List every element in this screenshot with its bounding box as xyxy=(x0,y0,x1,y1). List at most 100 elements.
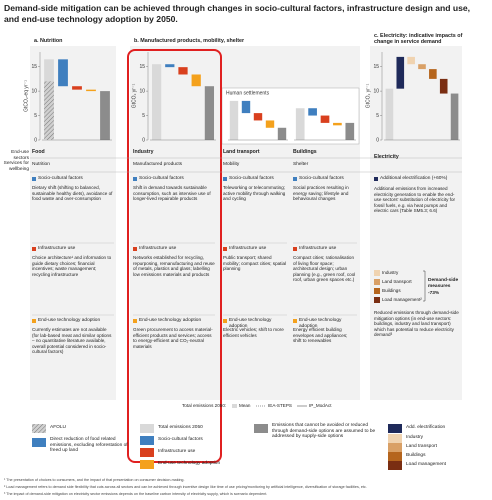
y-tick-label: 10 xyxy=(373,88,379,94)
swatch xyxy=(374,177,378,181)
footnote: ³ The impact of demand-side mitigation o… xyxy=(4,492,268,496)
measure-swatch xyxy=(223,319,227,323)
measure-text: Teleworking or telecommuting; active mob… xyxy=(223,185,286,202)
legend-label: Direct reduction of food related emissio… xyxy=(50,437,128,454)
service-label: Mobility xyxy=(223,162,240,167)
measure-swatch xyxy=(293,177,297,181)
legend-label: Industry xyxy=(406,435,424,440)
measure-text: Energy efficient building envelopes and … xyxy=(293,327,348,344)
measure-swatch xyxy=(133,247,137,251)
swatch xyxy=(374,270,380,276)
measure-text: Currently estimates are not available (f… xyxy=(32,327,112,355)
bar xyxy=(345,122,355,140)
totals-label: IEA-STEPS xyxy=(268,403,292,408)
y-tick-label: 5 xyxy=(34,113,37,119)
bar xyxy=(253,113,263,121)
sector-label: Food xyxy=(32,149,45,155)
legend-label: Add. electrification xyxy=(406,425,446,430)
y-tick-label: 5 xyxy=(142,113,145,119)
bar xyxy=(265,120,275,128)
legend-swatch xyxy=(388,443,402,452)
demand-value: -73% xyxy=(428,291,440,296)
bar xyxy=(178,67,188,75)
legend-swatch xyxy=(32,424,46,433)
add-label: Additional electrification (+60%) xyxy=(380,176,448,181)
bar xyxy=(450,93,459,140)
measure-label: Infrastructure use xyxy=(299,246,337,251)
legend-label: Load management xyxy=(406,462,447,467)
legend-label: Land transport xyxy=(406,444,437,449)
legend-label: End-use technology adoption xyxy=(158,461,221,466)
footnote: ¹ The presentation of choices to consume… xyxy=(4,478,185,482)
measure-text: Choice architecture¹ and information to … xyxy=(32,255,112,277)
legend-label: AFOLU xyxy=(50,425,66,430)
y-axis-label: GtCO₂ yr⁻¹ xyxy=(131,83,137,108)
legend-label: Industry xyxy=(382,270,399,275)
bar xyxy=(191,74,201,87)
bar xyxy=(396,56,405,89)
y-tick-label: 0 xyxy=(376,137,379,143)
sector-label: Land transport xyxy=(223,149,260,155)
measure-label: Socio-cultural factors xyxy=(299,176,344,181)
legend-swatch xyxy=(388,452,402,461)
measure-label: Socio-cultural factors xyxy=(38,176,83,181)
measure-swatch xyxy=(293,319,297,323)
figure-title: Demand-side mitigation can be achieved t… xyxy=(4,3,471,24)
y-tick-label: 15 xyxy=(31,64,37,70)
row-header: Services for wellbeing xyxy=(3,161,29,172)
measure-swatch xyxy=(32,177,36,181)
bar xyxy=(72,86,82,90)
y-axis-label: GtCO₂ yr⁻¹ xyxy=(365,83,371,108)
legend-swatch xyxy=(388,461,402,470)
measure-label: Socio-cultural factors xyxy=(229,176,274,181)
panel-title: c. Electricity: indicative impacts of ch… xyxy=(374,33,463,46)
legend-swatch xyxy=(388,424,402,433)
y-tick-label: 0 xyxy=(142,137,145,143)
reduce-text: Reduced emissions through demand-side mi… xyxy=(374,310,459,338)
measure-swatch xyxy=(32,247,36,251)
measure-swatch xyxy=(223,247,227,251)
swatch xyxy=(374,297,380,303)
bar xyxy=(165,64,175,68)
bar xyxy=(407,56,415,65)
y-tick-label: 5 xyxy=(376,113,379,119)
afolu-bar xyxy=(44,81,54,140)
bar xyxy=(241,100,251,114)
measure-swatch xyxy=(133,177,137,181)
service-label: Manufactured products xyxy=(133,162,183,167)
legend-label: Total emissions 2050 xyxy=(158,425,203,430)
bar xyxy=(429,69,437,79)
panel-title: a. Nutrition xyxy=(34,38,63,44)
measure-label: End-use technology adoption xyxy=(229,318,272,329)
swatch xyxy=(374,279,380,285)
measure-text: Social practices resulting in energy sav… xyxy=(293,185,349,202)
sector-label: Electricity xyxy=(374,154,399,160)
measure-label: End-use technology adoption xyxy=(299,318,342,329)
service-label: Nutrition xyxy=(32,162,50,167)
bar xyxy=(86,89,96,92)
y-tick-label: 15 xyxy=(373,64,379,70)
measure-label: Infrastructure use xyxy=(139,246,177,251)
measure-swatch xyxy=(223,177,227,181)
legend-label: Buildings xyxy=(382,288,401,293)
legend-swatch xyxy=(140,424,154,433)
legend-swatch xyxy=(32,438,46,447)
legend-swatch xyxy=(140,448,154,457)
bar xyxy=(333,122,342,126)
totals-label: Mean xyxy=(239,403,251,408)
footnote: ² Load management refers to demand side … xyxy=(4,485,367,489)
service-label: Shelter xyxy=(293,162,309,167)
sector-label: Buildings xyxy=(293,149,317,155)
measure-swatch xyxy=(133,319,137,323)
bar xyxy=(151,64,162,140)
y-tick-label: 10 xyxy=(31,88,37,94)
measure-text: Shift in demand towards sustainable cons… xyxy=(133,185,211,202)
measure-text: Electric vehicles; shift to more efficie… xyxy=(223,327,284,338)
bar xyxy=(418,64,426,70)
measure-text: Networks established for recycling, repu… xyxy=(133,255,215,277)
measure-label: Infrastructure use xyxy=(229,246,267,251)
legend-label: Land transport xyxy=(382,279,412,284)
bar xyxy=(320,115,330,123)
